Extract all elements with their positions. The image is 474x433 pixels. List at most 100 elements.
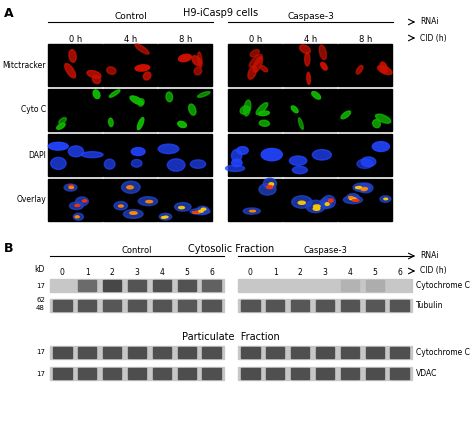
Ellipse shape	[162, 216, 166, 218]
Bar	[365, 301, 384, 311]
Text: CID (h): CID (h)	[420, 266, 447, 275]
Bar	[178, 347, 196, 358]
Ellipse shape	[75, 216, 79, 218]
Bar	[341, 347, 359, 358]
Ellipse shape	[341, 111, 351, 119]
Text: Cytochrome C: Cytochrome C	[416, 348, 470, 357]
Bar	[365, 368, 384, 379]
Ellipse shape	[269, 183, 273, 185]
Ellipse shape	[299, 118, 303, 129]
Bar	[178, 368, 196, 379]
Ellipse shape	[59, 118, 66, 124]
Ellipse shape	[357, 159, 373, 168]
Bar	[283, 134, 337, 176]
Bar	[50, 367, 224, 380]
Ellipse shape	[192, 212, 200, 213]
Ellipse shape	[174, 203, 191, 211]
Ellipse shape	[201, 208, 206, 210]
Bar	[341, 280, 359, 291]
Ellipse shape	[194, 67, 202, 75]
Bar	[316, 347, 334, 358]
Bar	[48, 179, 102, 221]
Bar	[178, 280, 196, 291]
Bar	[48, 44, 102, 86]
Ellipse shape	[179, 207, 184, 209]
Ellipse shape	[76, 216, 79, 218]
Ellipse shape	[248, 66, 256, 79]
Ellipse shape	[259, 184, 276, 195]
Ellipse shape	[104, 159, 115, 169]
Bar	[241, 347, 260, 358]
Bar	[283, 179, 337, 221]
Text: 4: 4	[347, 268, 352, 277]
Ellipse shape	[93, 90, 100, 99]
Bar	[228, 44, 282, 86]
Text: Tubulin: Tubulin	[416, 301, 444, 310]
Ellipse shape	[319, 45, 327, 60]
Text: 17: 17	[36, 349, 45, 355]
Ellipse shape	[349, 197, 353, 198]
Bar	[50, 346, 224, 359]
Ellipse shape	[131, 148, 145, 155]
Ellipse shape	[65, 64, 75, 78]
Ellipse shape	[328, 199, 333, 202]
Bar	[338, 89, 392, 131]
Ellipse shape	[87, 71, 101, 78]
Text: 8 h: 8 h	[179, 35, 192, 44]
Text: B: B	[4, 242, 13, 255]
Ellipse shape	[69, 202, 83, 210]
Ellipse shape	[259, 120, 270, 126]
Ellipse shape	[313, 207, 320, 210]
Ellipse shape	[240, 106, 250, 114]
Bar	[241, 301, 260, 311]
Bar	[283, 89, 337, 131]
Ellipse shape	[193, 212, 200, 213]
Text: kD: kD	[35, 265, 45, 275]
Bar	[53, 301, 72, 311]
Ellipse shape	[158, 144, 179, 154]
Bar	[158, 44, 212, 86]
Ellipse shape	[378, 65, 392, 74]
Bar	[48, 89, 102, 131]
Bar	[128, 347, 146, 358]
Text: A: A	[4, 7, 14, 20]
Text: Mitctracker: Mitctracker	[2, 61, 46, 70]
Ellipse shape	[76, 197, 89, 206]
Text: 5: 5	[372, 268, 377, 277]
Ellipse shape	[263, 178, 276, 189]
Ellipse shape	[64, 184, 77, 191]
Ellipse shape	[356, 65, 363, 74]
Bar	[338, 134, 392, 176]
Text: 17: 17	[36, 371, 45, 377]
Bar	[128, 301, 146, 311]
Ellipse shape	[191, 160, 206, 168]
Ellipse shape	[290, 156, 307, 165]
Text: 0 h: 0 h	[69, 35, 82, 44]
Ellipse shape	[109, 90, 120, 97]
Ellipse shape	[190, 209, 210, 214]
Ellipse shape	[260, 65, 268, 72]
Text: 17: 17	[36, 282, 45, 288]
Bar	[241, 368, 260, 379]
Bar	[238, 346, 412, 359]
Bar	[103, 89, 157, 131]
Ellipse shape	[256, 103, 268, 115]
Bar	[50, 279, 224, 292]
Text: 1: 1	[85, 268, 90, 277]
Bar	[228, 179, 282, 221]
Bar	[391, 368, 409, 379]
Ellipse shape	[243, 208, 260, 214]
Ellipse shape	[199, 210, 203, 212]
Text: 48: 48	[36, 306, 45, 311]
Ellipse shape	[307, 72, 310, 84]
Text: 8 h: 8 h	[359, 35, 372, 44]
Ellipse shape	[146, 200, 153, 203]
Bar	[283, 44, 337, 86]
Bar	[202, 347, 221, 358]
Bar	[291, 347, 310, 358]
Ellipse shape	[107, 67, 116, 74]
Bar	[238, 279, 412, 292]
Bar	[103, 301, 121, 311]
Text: VDAC: VDAC	[416, 369, 438, 378]
Text: RNAi: RNAi	[420, 17, 438, 26]
